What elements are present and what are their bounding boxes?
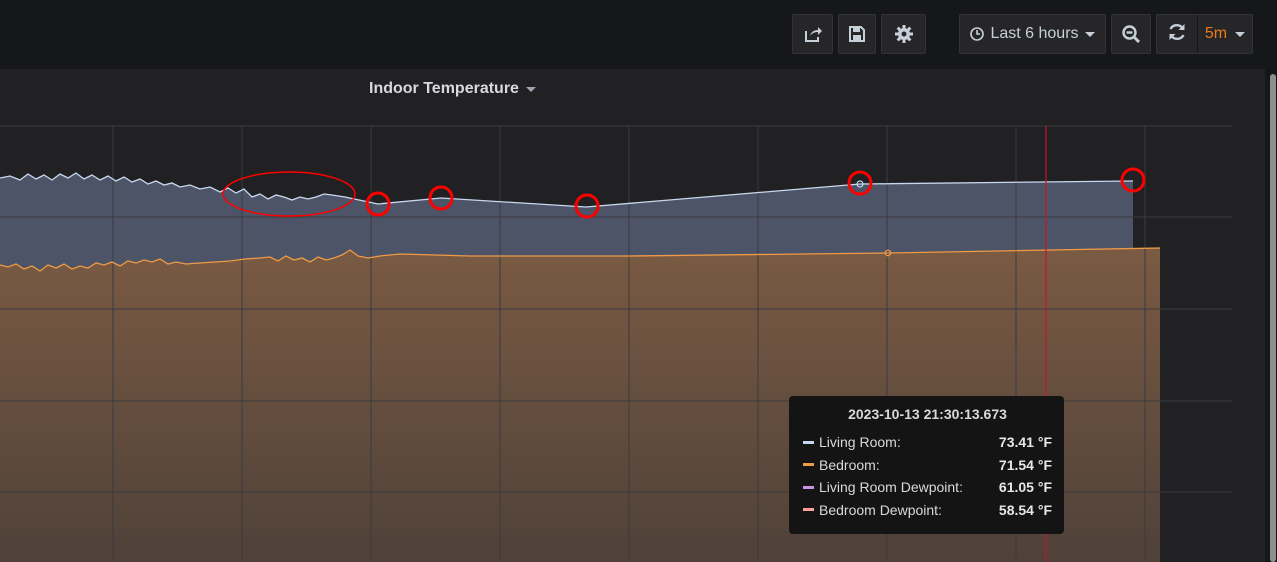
refresh-interval-label: 5m — [1204, 25, 1228, 42]
tooltip-series-label: Living Room Dewpoint: — [819, 479, 963, 496]
bedroom-hover-point — [884, 249, 892, 257]
series-color-swatch — [803, 440, 814, 444]
tooltip-series-value: 73.41 °F — [998, 434, 1052, 451]
refresh-interval-dropdown[interactable]: 5m — [1198, 15, 1252, 53]
annotation-ellipse — [222, 171, 356, 217]
red-annotation-marks — [222, 167, 1146, 219]
panel-title: Indoor Temperature — [369, 80, 519, 97]
tooltip-series-label: Bedroom: — [819, 456, 880, 473]
share-button[interactable] — [792, 14, 833, 54]
tooltip-series-value: 58.54 °F — [998, 501, 1052, 518]
zoom-out-icon — [1121, 24, 1141, 44]
clock-icon — [970, 27, 985, 41]
save-dashboard-button[interactable] — [838, 14, 876, 54]
zoom-out-button[interactable] — [1111, 14, 1151, 54]
tooltip-series-label: Bedroom Dewpoint: — [819, 501, 942, 518]
tooltip-series-label: Living Room: — [819, 434, 901, 451]
gear-icon — [894, 24, 914, 44]
tooltip-series-value: 71.54 °F — [998, 456, 1052, 473]
refresh-button[interactable] — [1157, 15, 1197, 53]
annotation-circle — [1120, 167, 1146, 193]
annotation-circle — [365, 191, 391, 217]
tooltip-row: Living Room: 73.41 °F — [803, 431, 1052, 454]
scrollbar-thumb[interactable] — [1270, 74, 1276, 562]
tooltip-row: Bedroom: 71.54 °F — [803, 454, 1052, 477]
share-icon — [804, 25, 822, 43]
annotation-circle — [428, 185, 454, 211]
tooltip-series-value: 61.05 °F — [998, 479, 1052, 496]
tooltip-row: Living Room Dewpoint: 61.05 °F — [803, 476, 1052, 499]
tooltip-row: Bedroom Dewpoint: 58.54 °F — [803, 499, 1052, 522]
annotation-circle — [574, 193, 600, 219]
chevron-down-icon — [525, 86, 536, 92]
refresh-picker: 5m — [1156, 14, 1253, 54]
tooltip-timestamp: 2023-10-13 21:30:13.673 — [848, 406, 1007, 422]
grid — [0, 125, 1232, 562]
dashboard-navbar: Last 6 hours 5m — [0, 0, 1277, 69]
time-range-picker[interactable]: Last 6 hours — [959, 14, 1106, 54]
annotation-circle — [847, 170, 873, 196]
series-color-swatch — [803, 485, 814, 489]
chevron-down-icon — [1084, 31, 1095, 37]
graph-tooltip: 2023-10-13 21:30:13.673 Living Room: 73.… — [789, 396, 1064, 534]
living-room-hover-point — [856, 180, 864, 188]
refresh-icon — [1167, 22, 1187, 47]
bedroom-series-line — [0, 247, 1161, 272]
living-room-series-line — [0, 172, 1134, 208]
divider — [1197, 15, 1198, 53]
save-icon — [848, 25, 866, 43]
series-color-swatch — [803, 463, 814, 467]
series-color-swatch — [803, 508, 814, 512]
settings-button[interactable] — [881, 14, 926, 54]
chevron-down-icon — [1235, 31, 1246, 37]
panel-title-menu[interactable]: Indoor Temperature — [369, 78, 536, 100]
time-range-label: Last 6 hours — [990, 25, 1079, 42]
